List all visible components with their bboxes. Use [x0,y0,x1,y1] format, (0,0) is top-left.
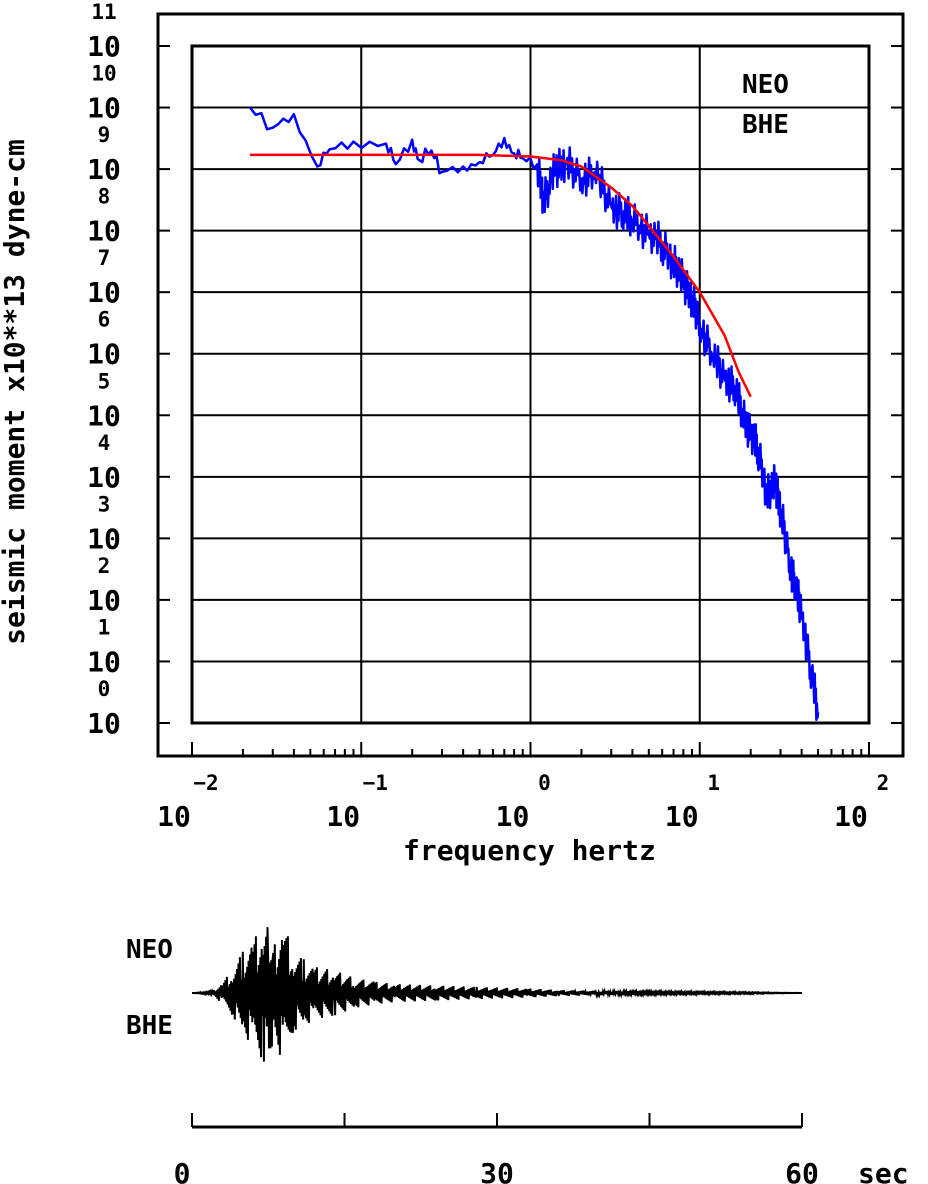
y-tick-label-base: 10 [87,338,121,371]
minor-ticks [158,45,903,756]
x-tick-label-exponent: 2 [877,771,890,795]
x-tick-label-exponent: −2 [193,771,218,795]
y-tick-label-exponent: 9 [98,123,111,147]
x-tick-label-base: 10 [326,800,360,833]
x-tick-label-base: 10 [665,800,699,833]
y-tick-label-base: 10 [87,707,121,740]
y-tick-label-exponent: 6 [98,308,111,332]
time-tick-label: 0 [174,1157,191,1184]
spectrum-series-line [249,106,820,722]
grid-lines [192,46,869,723]
spectrum-station-label: NEO [742,70,789,100]
y-tick-label-base: 10 [87,399,121,432]
y-tick-label-exponent: 10 [91,62,116,86]
x-tick-label-exponent: −1 [363,771,388,795]
y-tick-label-exponent: 8 [98,185,111,209]
y-tick-label-base: 10 [87,584,121,617]
time-ticks [191,1113,803,1127]
y-tick-label-exponent: 7 [98,246,111,270]
x-tick-label-base: 10 [496,800,530,833]
spectrum-component-label: BHE [742,110,789,140]
y-tick-label-exponent: 11 [91,0,116,24]
y-tick-label-base: 10 [87,461,121,494]
x-tick-label-exponent: 0 [538,771,551,795]
time-tick-label: 30 [480,1157,514,1184]
x-tick-label-base: 10 [157,800,191,833]
x-tick-label-base: 10 [834,800,868,833]
spectrum-series [249,106,820,722]
time-tick-label: 60 [785,1157,819,1184]
seismogram-component-label: BHE [126,1011,173,1041]
y-tick-label-exponent: 0 [98,677,111,701]
spectrum-model-line [250,153,752,398]
y-tick-label-base: 10 [87,215,121,248]
y-tick-label-base: 10 [87,522,121,555]
y-tick-label-exponent: 1 [98,615,111,639]
y-tick-label-base: 10 [87,645,121,678]
y-axis-title: seismic moment x10**13 dyne-cm [0,139,31,645]
seismogram-station-label: NEO [126,935,173,965]
x-axis-title: frequency hertz [403,834,656,867]
y-tick-label-base: 10 [87,92,121,125]
y-tick-label-base: 10 [87,276,121,309]
y-tick-label-base: 10 [87,30,121,63]
y-tick-label-base: 10 [87,153,121,186]
time-tick-labels: 0 30 60 [174,1157,819,1184]
seismogram-series [192,927,802,1062]
y-tick-label-exponent: 2 [98,554,111,578]
y-tick-label-exponent: 4 [98,431,111,455]
y-tick-label-exponent: 3 [98,492,111,516]
y-tick-label-exponent: 5 [98,369,111,393]
time-unit-label: sec [858,1157,909,1184]
x-tick-label-exponent: 1 [707,771,720,795]
seismogram-chart: NEO BHE 0 30 60 sec [126,927,909,1184]
seismogram-trace [192,927,802,1062]
